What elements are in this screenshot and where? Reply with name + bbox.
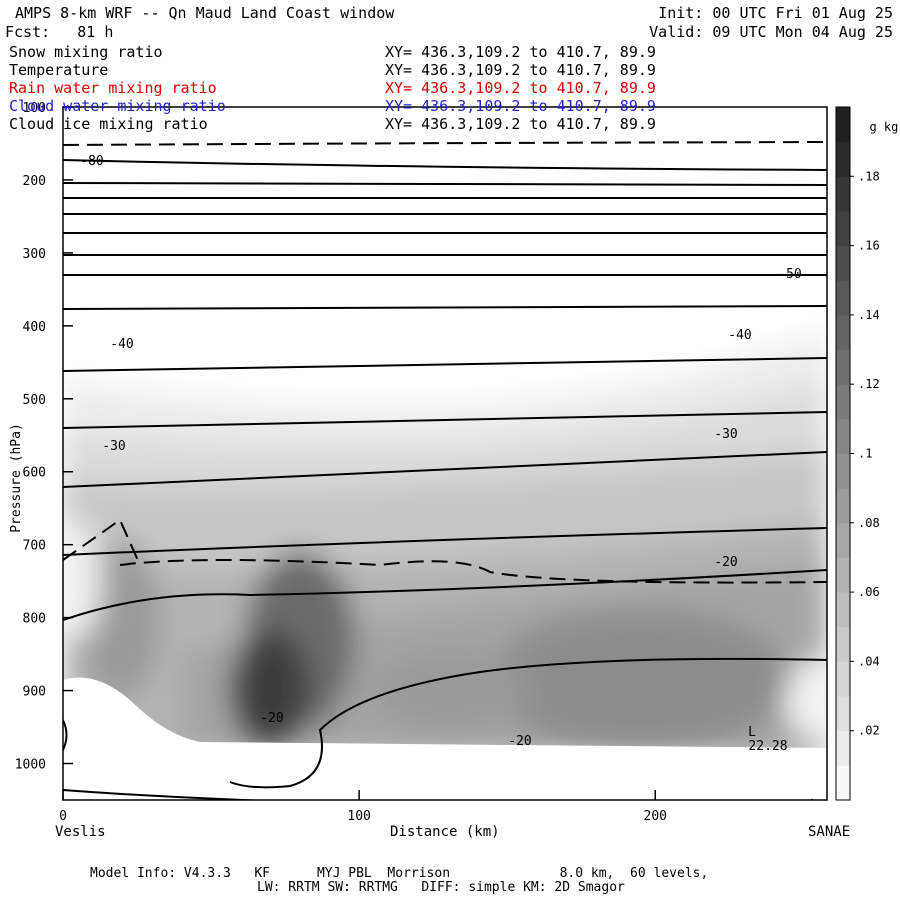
y-tick-label: 800	[23, 612, 46, 627]
colorbar-tick-label: .16	[858, 239, 880, 253]
model-physics: LW: RRTM SW: RRTMG DIFF: simple KM: 2D S…	[257, 880, 625, 895]
colorbar-swatch	[836, 592, 850, 628]
field-xy-range: XY= 436.3,109.2 to 410.7, 89.9	[385, 115, 656, 133]
colorbar-tick-label: .02	[858, 724, 880, 738]
colorbar-swatch	[836, 349, 850, 385]
colorbar-tick-label: .12	[858, 377, 880, 391]
colorbar-swatch	[836, 314, 850, 351]
colorbar-swatch	[836, 107, 850, 143]
plot-frame	[62, 106, 828, 801]
contour-label: -80	[80, 154, 103, 169]
field-name: Cloud ice mixing ratio	[9, 115, 208, 133]
y-tick-label: 500	[23, 393, 46, 408]
model-info: Model Info: V4.3.3 KF MYJ PBL Morrison 8…	[90, 866, 709, 881]
contour-label: -40	[728, 328, 751, 343]
colorbar-tick-label: .06	[858, 585, 880, 599]
colorbar-unit: g kg-1	[869, 119, 900, 134]
colorbar-swatch	[836, 384, 850, 420]
colorbar-swatch	[836, 730, 850, 766]
colorbar-swatch	[836, 418, 850, 454]
colorbar: .02 .04 .06 .08 .1 .12 .14 .16 .18	[835, 106, 880, 801]
colorbar-tick-label: .08	[858, 516, 880, 530]
x-left-end-label: Veslis	[55, 824, 106, 840]
y-tick-label: 600	[23, 466, 46, 481]
field-name: Snow mixing ratio	[9, 43, 163, 61]
colorbar-tick-label: .14	[858, 308, 880, 322]
chart-title: AMPS 8-km WRF -- Qn Maud Land Coast wind…	[15, 4, 395, 22]
x-tick-label: 0	[59, 809, 67, 824]
field-xy-range: XY= 436.3,109.2 to 410.7, 89.9	[385, 79, 656, 97]
colorbar-tick-label: .18	[858, 169, 880, 183]
y-tick-label: 900	[23, 685, 46, 700]
colorbar-swatch	[836, 210, 850, 247]
colorbar-swatch	[836, 661, 850, 697]
low-value-label: 22.28	[748, 739, 787, 754]
colorbar-swatch	[836, 280, 850, 316]
y-tick-label: 1000	[15, 758, 46, 773]
forecast-hour: Fcst: 81 h	[5, 23, 114, 41]
contour-label: -30	[714, 427, 737, 442]
contour-label: -40	[110, 337, 133, 352]
colorbar-swatch	[836, 141, 850, 177]
y-tick-label: 200	[23, 174, 46, 189]
low-marker: L	[748, 725, 756, 740]
contour-label: -20	[508, 734, 531, 749]
contour-label: -20	[260, 711, 283, 726]
colorbar-swatch	[836, 696, 850, 732]
init-time: Init: 00 UTC Fri 01 Aug 25	[658, 4, 893, 22]
field-name: Rain water mixing ratio	[9, 79, 217, 97]
x-tick-label: 100	[347, 809, 370, 824]
contour-label: -20	[714, 555, 737, 570]
y-axis-label: Pressure (hPa)	[8, 423, 24, 533]
field-xy-range: XY= 436.3,109.2 to 410.7, 89.9	[385, 61, 656, 79]
colorbar-swatch	[836, 488, 850, 524]
colorbar-swatch	[836, 453, 850, 489]
colorbar-tick-label: .04	[858, 654, 880, 668]
colorbar-swatch	[836, 245, 850, 281]
x-right-end-label: SANAE	[808, 824, 851, 840]
x-tick-label: 200	[644, 809, 667, 824]
y-tick-label: 700	[23, 539, 46, 554]
temperature-contours	[63, 159, 827, 800]
freezing-level-dashed	[63, 141, 827, 800]
contour-label: -50	[778, 267, 801, 282]
y-tick-label: 100	[23, 101, 46, 116]
colorbar-swatch	[836, 176, 850, 212]
field-xy-range: XY= 436.3,109.2 to 410.7, 89.9	[385, 97, 656, 115]
y-tick-label: 300	[23, 247, 46, 262]
field-xy-range: XY= 436.3,109.2 to 410.7, 89.9	[385, 43, 656, 61]
y-tick-label: 400	[23, 320, 46, 335]
valid-time: Valid: 09 UTC Mon 04 Aug 25	[649, 23, 893, 41]
colorbar-tick-label: .1	[858, 447, 872, 461]
colorbar-swatch	[836, 626, 850, 662]
colorbar-swatch	[836, 765, 850, 801]
field-name: Temperature	[9, 61, 109, 79]
field-name: Cloud water mixing ratio	[9, 97, 226, 115]
colorbar-swatch	[836, 522, 850, 558]
x-axis-label: Distance (km)	[390, 824, 500, 840]
colorbar-swatch	[836, 557, 850, 593]
mixing-ratio-shading	[63, 107, 827, 800]
contour-label: -30	[102, 439, 125, 454]
